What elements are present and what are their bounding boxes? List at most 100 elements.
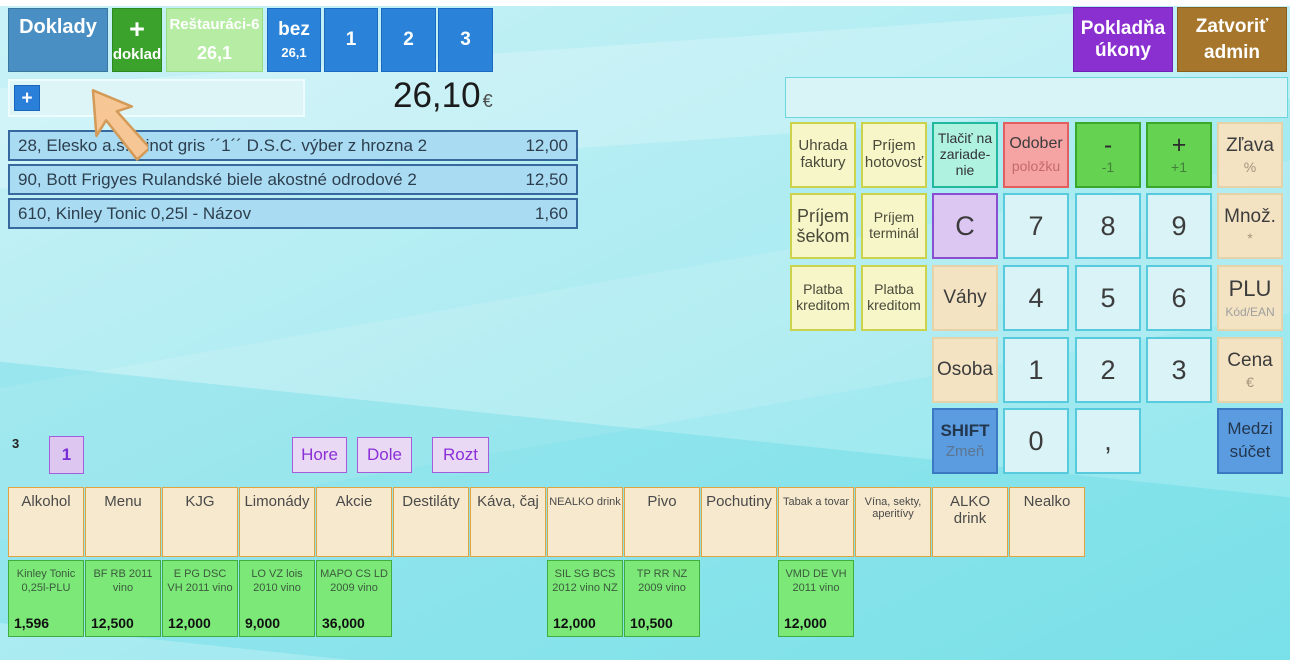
hore-button[interactable]: Hore <box>292 437 347 473</box>
tab-2-button[interactable]: 2 <box>381 8 436 72</box>
key-zlava[interactable]: Zľava % <box>1217 122 1283 188</box>
product-bf-rb-2011[interactable]: BF RB 2011 vino 12,500 <box>85 560 161 637</box>
key-cena[interactable]: Cena € <box>1217 337 1283 403</box>
category-pivo[interactable]: Pivo <box>624 487 700 557</box>
bez-tab-button[interactable]: bez 26,1 <box>267 8 321 72</box>
bez-value: 26,1 <box>281 45 307 61</box>
key-6[interactable]: 6 <box>1146 265 1212 331</box>
category-alko-drink[interactable]: ALKO drink <box>932 487 1008 557</box>
key-platba-kreditom-2[interactable]: Platba kreditom <box>861 265 927 331</box>
key-sublabel: +1 <box>1171 159 1187 176</box>
key-shift[interactable]: SHIFT Zmeň <box>932 408 998 474</box>
key-label: Zľava <box>1226 134 1274 156</box>
category-akcie[interactable]: Akcie <box>316 487 392 557</box>
zatvorit-admin-button[interactable]: Zatvoriť admin <box>1177 7 1287 72</box>
key-platba-kreditom-1[interactable]: Platba kreditom <box>790 265 856 331</box>
key-label: 3 <box>1171 354 1187 385</box>
key-3[interactable]: 3 <box>1146 337 1212 403</box>
key-comma[interactable]: , <box>1075 408 1141 474</box>
category-kava-caj[interactable]: Káva, čaj <box>470 487 546 557</box>
rozt-button[interactable]: Rozt <box>432 437 489 473</box>
product-e-pg-dsc[interactable]: E PG DSC VH 2011 vino 12,000 <box>162 560 238 637</box>
receipt-item[interactable]: 610, Kinley Tonic 0,25l - Názov 1,60 <box>8 198 578 229</box>
currency-symbol: € <box>482 91 493 111</box>
total-amount: 26,10 <box>393 76 481 115</box>
key-label: Váhy <box>943 287 987 309</box>
product-price: 12,000 <box>784 615 827 632</box>
order-total: 26,10 € <box>393 76 493 116</box>
key-label: 1 <box>1028 354 1044 385</box>
key-osoba[interactable]: Osoba <box>932 337 998 403</box>
key-prijem-hotovost[interactable]: Príjem hotovosť <box>861 122 927 188</box>
pokladna-ukony-button[interactable]: Pokladňa úkony <box>1073 7 1173 72</box>
tab-3-button[interactable]: 3 <box>438 8 493 72</box>
product-tp-rr-nz[interactable]: TP RR NZ 2009 vino 10,500 <box>624 560 700 637</box>
key-4[interactable]: 4 <box>1003 265 1069 331</box>
product-lo-vz-lois[interactable]: LO VZ lois 2010 vino 9,000 <box>239 560 315 637</box>
category-label: Menu <box>104 493 142 510</box>
category-destilaty[interactable]: Destiláty <box>393 487 469 557</box>
product-price: 1,596 <box>14 615 50 632</box>
category-nealko-drink[interactable]: NEALKO drink <box>547 487 623 557</box>
tab-1-label: 1 <box>345 29 357 51</box>
key-prijem-terminal[interactable]: Príjem terminál <box>861 193 927 259</box>
key-9[interactable]: 9 <box>1146 193 1212 259</box>
entry-input[interactable] <box>8 79 305 117</box>
key-2[interactable]: 2 <box>1075 337 1141 403</box>
key-vahy[interactable]: Váhy <box>932 265 998 331</box>
key-mnozstvo[interactable]: Množ. * <box>1217 193 1283 259</box>
page-label: 1 <box>61 445 72 465</box>
category-alkohol[interactable]: Alkohol <box>8 487 84 557</box>
key-label: Cena <box>1227 349 1273 371</box>
new-document-button[interactable]: + doklad <box>112 8 162 72</box>
key-7[interactable]: 7 <box>1003 193 1069 259</box>
receipt-item[interactable]: 90, Bott Frigyes Rulandské biele akostné… <box>8 164 578 195</box>
key-plu[interactable]: PLU Kód/EAN <box>1217 265 1283 331</box>
product-sil-sg-bcs[interactable]: SIL SG BCS 2012 vino NZ 12,000 <box>547 560 623 637</box>
category-pochutiny[interactable]: Pochutiny <box>701 487 777 557</box>
key-1[interactable]: 1 <box>1003 337 1069 403</box>
category-vina-sekty-aperitivy[interactable]: Vína, sekty, aperitívy <box>855 487 931 557</box>
key-odober-polozku[interactable]: Odober položku <box>1003 122 1069 188</box>
key-5[interactable]: 5 <box>1075 265 1141 331</box>
receipt-item[interactable]: 28, Elesko a.s. Pinot gris ´´1´´ D.S.C. … <box>8 130 578 161</box>
plus-icon: + <box>129 14 145 45</box>
key-sublabel: % <box>1243 158 1257 175</box>
product-kinley-tonic[interactable]: Kinley Tonic 0,25l-PLU 1,596 <box>8 560 84 637</box>
category-label: Limonády <box>244 493 310 510</box>
key-sublabel: Kód/EAN <box>1225 304 1275 319</box>
pokladna-line1: Pokladňa <box>1080 18 1166 40</box>
category-nealko[interactable]: Nealko <box>1009 487 1085 557</box>
key-label: Odober <box>1009 135 1063 153</box>
dole-button[interactable]: Dole <box>357 437 412 473</box>
key-clear[interactable]: C <box>932 193 998 259</box>
key-8[interactable]: 8 <box>1075 193 1141 259</box>
category-tabak-a-tovar[interactable]: Tabak a tovar <box>778 487 854 557</box>
key-0[interactable]: 0 <box>1003 408 1069 474</box>
hore-label: Hore <box>301 445 338 465</box>
key-medzisucet[interactable]: Medzi súčet <box>1217 408 1283 474</box>
category-label: NEALKO drink <box>549 496 621 508</box>
key-uhrada-faktury[interactable]: Uhrada faktury <box>790 122 856 188</box>
add-item-button[interactable]: + <box>14 85 40 111</box>
product-price: 9,000 <box>245 615 281 632</box>
key-plus-one[interactable]: + +1 <box>1146 122 1212 188</box>
tab-1-button[interactable]: 1 <box>324 8 378 72</box>
product-mapo-cs[interactable]: MAPO CS LD 2009 vino 36,000 <box>316 560 392 637</box>
page-1-button[interactable]: 1 <box>49 436 84 474</box>
restaurant-button[interactable]: Reštauráci-6 26,1 <box>166 8 263 72</box>
product-name: SIL SG BCS 2012 vino NZ <box>552 568 618 594</box>
doklady-button[interactable]: Doklady <box>8 8 108 72</box>
scan-input[interactable] <box>785 77 1288 118</box>
key-label: 8 <box>1100 210 1116 241</box>
category-kjg[interactable]: KJG <box>162 487 238 557</box>
item-price: 12,50 <box>525 169 568 189</box>
key-tlacit-na-zariadenie[interactable]: Tlačiť na zariade-nie <box>932 122 998 188</box>
key-minus-one[interactable]: - -1 <box>1075 122 1141 188</box>
product-name: BF RB 2011 vino <box>93 568 153 594</box>
category-limonady[interactable]: Limonády <box>239 487 315 557</box>
key-prijem-sekom[interactable]: Príjem šekom <box>790 193 856 259</box>
category-menu[interactable]: Menu <box>85 487 161 557</box>
category-label: Alkohol <box>21 493 71 510</box>
product-vmd-de-vh[interactable]: VMD DE VH 2011 vino 12,000 <box>778 560 854 637</box>
